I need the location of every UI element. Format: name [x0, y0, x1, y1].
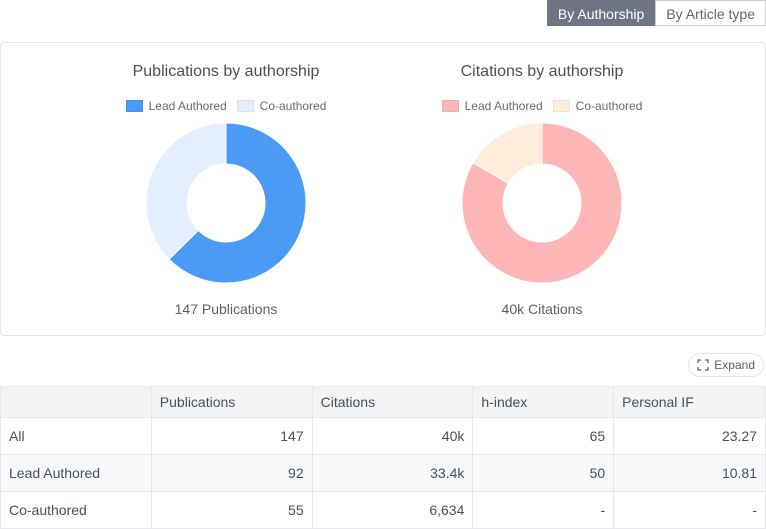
chart-caption: 147 Publications: [174, 301, 278, 317]
expand-icon: [697, 359, 709, 371]
column-header-citations[interactable]: Citations: [311, 386, 474, 418]
column-header-h-index[interactable]: h-index: [472, 386, 615, 418]
legend-label: Lead Authored: [148, 99, 227, 113]
donut-slice-co-authored[interactable]: [472, 122, 543, 184]
citations-cell: 6,634: [311, 491, 474, 529]
chart-legend: Lead Authored Co-authored: [392, 99, 692, 113]
legend-label: Co-authored: [575, 99, 643, 113]
publications-cell: 147: [150, 417, 313, 455]
personal-if-cell: 23.27: [613, 417, 766, 455]
table-header-row: Publications Citations h-index Personal …: [0, 386, 766, 418]
donut-chart: [461, 122, 623, 284]
chart-legend: Lead Authored Co-authored: [76, 99, 376, 113]
expand-button[interactable]: Expand: [688, 353, 764, 377]
personal-if-cell: -: [613, 491, 766, 529]
donut-chart: [145, 122, 307, 284]
authorship-toggle: By Authorship By Article type: [546, 0, 766, 26]
chart-title: Citations by authorship: [460, 63, 624, 80]
row-label: Lead Authored: [0, 454, 152, 492]
publications-chart: Publications by authorship Lead Authored…: [76, 43, 376, 335]
legend-item-lead-authored[interactable]: Lead Authored: [441, 99, 543, 113]
row-label: All: [0, 417, 152, 455]
by-article-type-button[interactable]: By Article type: [655, 0, 766, 26]
publications-cell: 55: [150, 491, 313, 529]
column-header-publications[interactable]: Publications: [150, 386, 313, 418]
by-authorship-button[interactable]: By Authorship: [546, 0, 656, 26]
donut-slice-lead-authored[interactable]: [461, 122, 623, 284]
citations-cell: 40k: [311, 417, 474, 455]
table-row: Lead Authored 92 33.4k 50 10.81: [0, 454, 766, 492]
table-row: Co-authored 55 6,634 - -: [0, 491, 766, 529]
table-row: All 147 40k 65 23.27: [0, 417, 766, 455]
legend-item-co-authored[interactable]: Co-authored: [552, 99, 643, 113]
h-index-cell: -: [472, 491, 615, 529]
h-index-cell: 65: [472, 417, 615, 455]
authorship-table: Publications Citations h-index Personal …: [0, 386, 766, 529]
legend-item-lead-authored[interactable]: Lead Authored: [125, 99, 227, 113]
personal-if-cell: 10.81: [613, 454, 766, 492]
chart-title: Publications by authorship: [132, 63, 320, 80]
column-header-personal-if[interactable]: Personal IF: [613, 386, 766, 418]
citations-cell: 33.4k: [311, 454, 474, 492]
donut-slice-lead-authored[interactable]: [168, 122, 307, 284]
legend-item-co-authored[interactable]: Co-authored: [236, 99, 327, 113]
legend-swatch: [552, 100, 570, 112]
charts-card: Publications by authorship Lead Authored…: [0, 42, 766, 336]
legend-swatch: [441, 100, 459, 112]
legend-swatch: [125, 100, 143, 112]
h-index-cell: 50: [472, 454, 615, 492]
citations-chart: Citations by authorship Lead Authored Co…: [392, 43, 692, 335]
legend-label: Lead Authored: [464, 99, 543, 113]
expand-label: Expand: [714, 358, 755, 372]
legend-swatch: [236, 100, 254, 112]
row-label: Co-authored: [0, 491, 152, 529]
publications-cell: 92: [150, 454, 313, 492]
legend-label: Co-authored: [259, 99, 327, 113]
chart-caption: 40k Citations: [501, 301, 583, 317]
donut-slice-co-authored[interactable]: [145, 122, 227, 260]
column-header-label: [0, 386, 152, 418]
